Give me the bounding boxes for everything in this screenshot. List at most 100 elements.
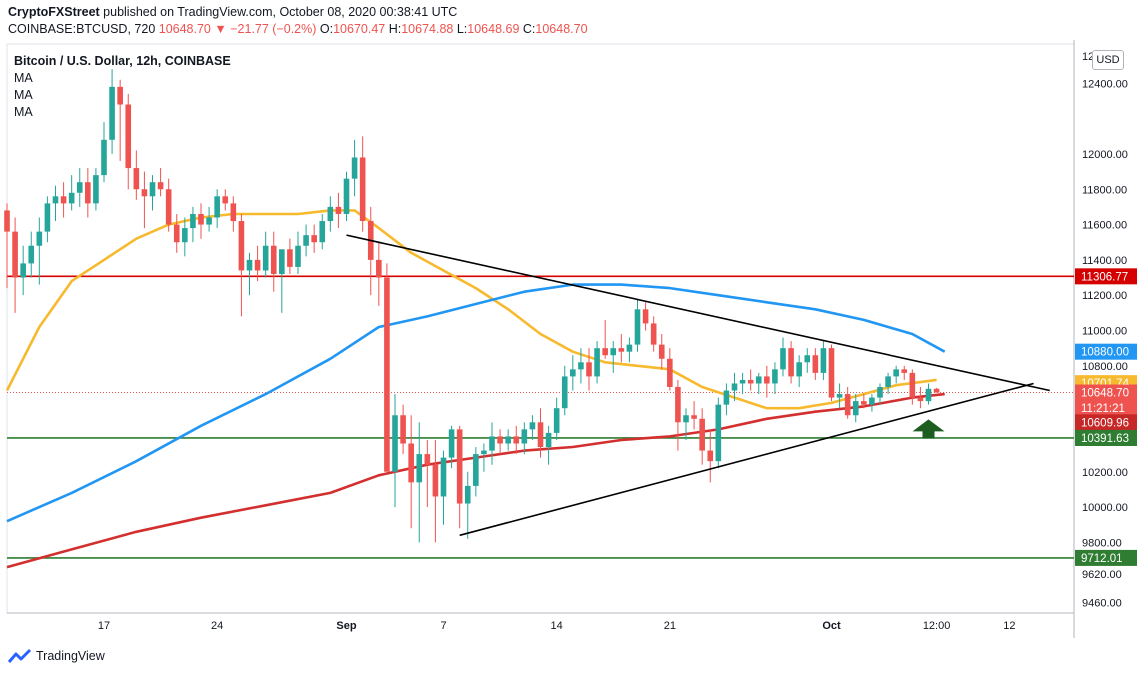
candle[interactable] [836, 383, 843, 409]
publisher-name[interactable]: CryptoFXStreet [8, 5, 100, 19]
candle[interactable] [691, 401, 697, 430]
candle[interactable] [626, 337, 633, 363]
legend-ma-2[interactable]: MA [14, 88, 33, 102]
candle[interactable] [667, 348, 673, 391]
candle[interactable] [408, 415, 414, 529]
candle[interactable] [93, 168, 99, 211]
candle[interactable] [852, 394, 859, 423]
candle[interactable] [869, 394, 875, 412]
candle[interactable] [699, 408, 705, 465]
candle[interactable] [109, 69, 115, 154]
candle[interactable] [141, 171, 148, 229]
candle[interactable] [497, 429, 503, 455]
candle[interactable] [642, 302, 649, 331]
candle[interactable] [85, 168, 91, 218]
candle[interactable] [327, 196, 334, 232]
candle[interactable] [602, 319, 608, 359]
candle[interactable] [270, 231, 277, 292]
candle[interactable] [432, 439, 439, 543]
candle[interactable] [513, 425, 520, 455]
candle[interactable] [254, 245, 261, 282]
candle[interactable] [610, 341, 617, 373]
candle[interactable] [52, 185, 59, 222]
candle[interactable] [343, 171, 350, 222]
candle[interactable] [384, 263, 390, 472]
candle[interactable] [376, 242, 382, 306]
candle[interactable] [295, 231, 301, 274]
candle[interactable] [545, 425, 552, 465]
candle[interactable] [335, 192, 342, 229]
candle[interactable] [861, 394, 867, 409]
candle[interactable] [764, 365, 770, 398]
candle[interactable] [456, 425, 463, 529]
candle[interactable] [424, 439, 431, 508]
descending-trendline[interactable] [346, 234, 1050, 392]
candle[interactable] [537, 408, 544, 458]
candle[interactable] [28, 231, 35, 278]
candle[interactable] [917, 387, 924, 409]
candle[interactable] [246, 252, 253, 296]
candle[interactable] [473, 447, 479, 497]
candle[interactable] [400, 404, 406, 455]
candle[interactable] [157, 168, 164, 197]
candle[interactable] [505, 429, 511, 451]
candle[interactable] [820, 341, 827, 380]
candle[interactable] [448, 425, 455, 469]
candle[interactable] [392, 394, 398, 508]
candle[interactable] [739, 372, 746, 395]
candle[interactable] [634, 298, 641, 352]
candle[interactable] [844, 387, 851, 419]
candle[interactable] [594, 341, 600, 384]
candle[interactable] [68, 175, 75, 211]
candle[interactable] [359, 136, 366, 232]
candle[interactable] [796, 355, 802, 387]
candle[interactable] [464, 471, 471, 539]
candle[interactable] [319, 213, 326, 250]
candle[interactable] [812, 348, 819, 380]
candle[interactable] [60, 182, 67, 218]
ma-fast-line[interactable] [5, 209, 937, 410]
candle[interactable] [36, 217, 43, 285]
candle[interactable] [715, 397, 722, 469]
candle[interactable] [440, 450, 447, 525]
price-chart[interactable]: 12400.00 12000.00 11800.00 11600.00 11400.00… [0, 40, 1147, 640]
candle[interactable] [618, 334, 625, 363]
tradingview-branding[interactable]: TradingView [8, 648, 105, 664]
candle[interactable] [747, 369, 754, 391]
candle[interactable] [788, 341, 794, 384]
candle[interactable] [416, 422, 423, 543]
candle[interactable] [723, 383, 730, 416]
candle[interactable] [230, 196, 237, 232]
candle[interactable] [772, 362, 778, 395]
candle[interactable] [675, 379, 681, 451]
candle[interactable] [481, 443, 487, 472]
candle[interactable] [165, 178, 172, 232]
candle[interactable] [4, 203, 10, 289]
candle[interactable] [173, 213, 180, 253]
candle[interactable] [125, 93, 132, 190]
candle[interactable] [683, 408, 689, 440]
candle[interactable] [238, 213, 245, 317]
candle[interactable] [755, 372, 762, 395]
candle[interactable] [489, 422, 495, 465]
candle[interactable] [521, 422, 528, 455]
candle[interactable] [222, 189, 229, 211]
candle[interactable] [925, 383, 932, 405]
candle[interactable] [877, 383, 883, 405]
candle[interactable] [117, 79, 123, 161]
candle[interactable] [351, 139, 358, 197]
candle[interactable] [578, 348, 584, 384]
candle[interactable] [101, 122, 107, 183]
candle[interactable] [133, 150, 140, 200]
candle[interactable] [650, 316, 657, 352]
candle[interactable] [262, 231, 269, 278]
candle[interactable] [658, 334, 665, 370]
candle[interactable] [279, 249, 285, 313]
candle[interactable] [731, 372, 738, 402]
legend-ma-1[interactable]: MA [14, 71, 33, 85]
candle[interactable] [828, 344, 835, 402]
candle[interactable] [20, 245, 26, 296]
candle[interactable] [214, 189, 220, 229]
candle[interactable] [901, 365, 908, 380]
ascending-trendline[interactable] [459, 382, 1034, 537]
